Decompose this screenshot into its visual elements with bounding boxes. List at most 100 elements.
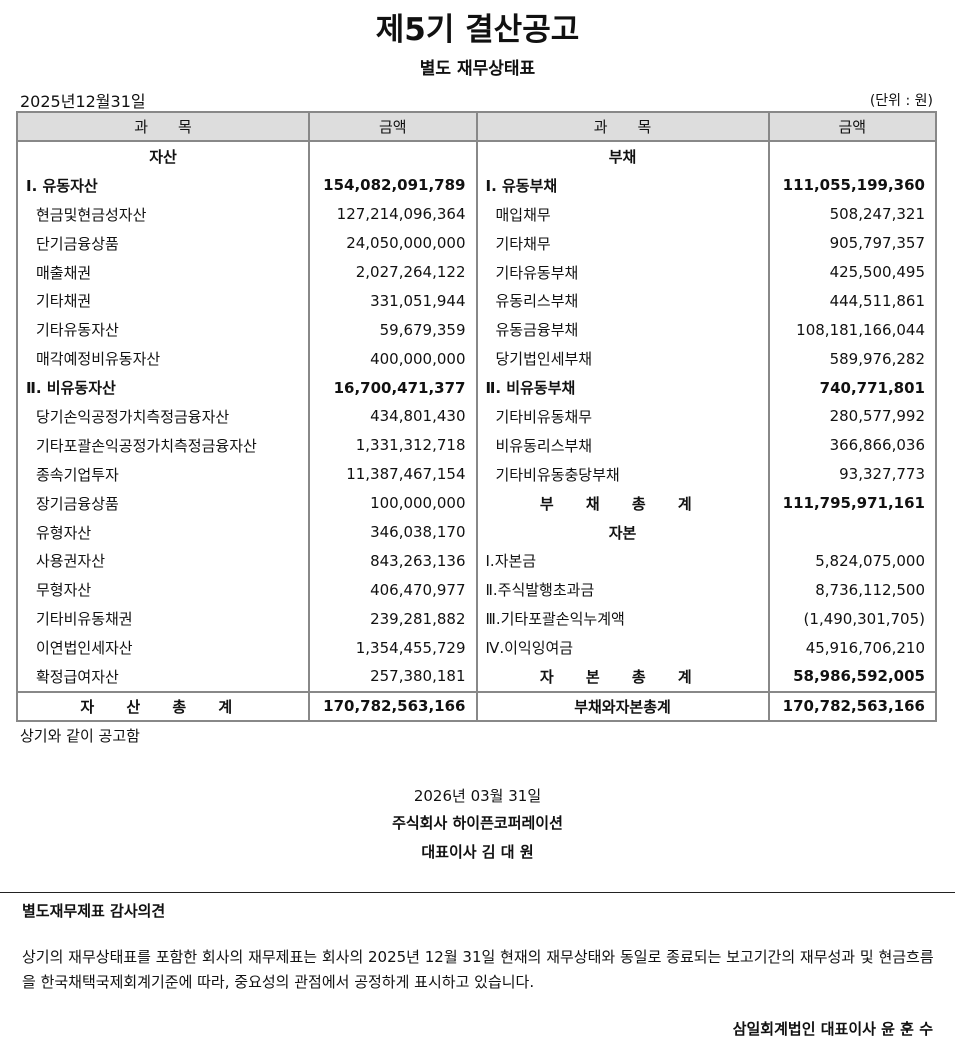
right-item-label: Ⅰ.자본금 — [475, 546, 770, 576]
right-item-amount: 905,797,357 — [767, 228, 937, 258]
right-item-label: Ⅱ.주식발행초과금 — [475, 575, 770, 605]
left-item-label: 유형자산 — [16, 517, 310, 547]
table-row: 유형자산 346,038,170 자본 — [16, 517, 937, 547]
table-row: 장기금융상품 100,000,000 부 채 총 계 111,795,971,161 — [16, 488, 937, 518]
left-item-label: 당기손익공정가치측정금융자산 — [16, 402, 310, 431]
table-row: 기타포괄손익공정가치측정금융자산 1,331,312,718 비유동리스부채 366,… — [16, 430, 937, 460]
left-item-label: Ⅱ. 비유동자산 — [16, 373, 310, 403]
table-row: 매각예정비유동자산 400,000,000 당기법인세부채 589,976,282 — [16, 344, 937, 374]
left-item-amount: 59,679,359 — [308, 315, 478, 345]
left-item-amount: 434,801,430 — [308, 402, 478, 431]
left-item-amount: 100,000,000 — [308, 488, 478, 518]
left-item-label: 이연법인세자산 — [16, 633, 310, 663]
table-row: 자산 부채 — [16, 141, 937, 171]
left-item-label: 장기금융상품 — [16, 488, 310, 518]
right-item-label: 기타유동부채 — [475, 257, 770, 287]
left-item-amount: 1,354,455,729 — [308, 633, 478, 663]
statement-date: 2025년12월31일 — [20, 92, 146, 111]
auditor-name: 삼일회계법인 대표이사 윤 훈 수 — [732, 1020, 933, 1038]
left-item-amount: 843,263,136 — [308, 546, 478, 576]
total-assets-amount: 170,782,563,166 — [308, 690, 478, 722]
right-item-amount — [767, 141, 937, 171]
left-item-amount: 257,380,181 — [308, 662, 478, 692]
right-item-amount: 45,916,706,210 — [767, 633, 937, 663]
right-item-amount: 5,824,075,000 — [767, 546, 937, 576]
divider — [0, 892, 955, 893]
table-row: 매출채권 2,027,264,122 기타유동부채 425,500,495 — [16, 257, 937, 287]
left-item-label: Ⅰ. 유동자산 — [16, 170, 310, 200]
left-item-label: 매출채권 — [16, 257, 310, 287]
right-item-label: 부 채 총 계 — [475, 488, 770, 518]
right-item-label: Ⅳ.이익잉여금 — [475, 633, 770, 663]
left-item-label: 단기금융상품 — [16, 228, 310, 258]
notice-text: 상기와 같이 공고함 — [20, 727, 140, 745]
left-item-label: 현금및현금성자산 — [16, 199, 310, 229]
left-item-label: 무형자산 — [16, 575, 310, 605]
right-item-amount: (1,490,301,705) — [767, 604, 937, 634]
subtitle: 별도 재무상태표 — [419, 59, 536, 79]
right-item-label: 비유동리스부채 — [475, 430, 770, 460]
left-item-amount — [308, 141, 478, 171]
table-row: 무형자산 406,470,977 Ⅱ.주식발행초과금 8,736,112,500 — [16, 575, 937, 605]
table-row: 기타비유동채권 239,281,882 Ⅲ.기타포괄손익누계액 (1,490,301,… — [16, 604, 937, 634]
right-item-label: 자 본 총 계 — [475, 662, 770, 692]
grand-total-row: 자 산 총 계 170,782,563,166 부채와자본총계 170,782,… — [16, 690, 937, 722]
right-item-label: 유동금융부채 — [475, 315, 770, 345]
left-item-amount: 24,050,000,000 — [308, 228, 478, 258]
ceo-name: 대표이사 김 대 원 — [421, 843, 534, 861]
table-row: 이연법인세자산 1,354,455,729 Ⅳ.이익잉여금 45,916,706,21… — [16, 633, 937, 663]
left-item-amount: 1,331,312,718 — [308, 430, 478, 460]
right-item-label: 기타채무 — [475, 228, 770, 258]
right-item-amount: 366,866,036 — [767, 430, 937, 460]
left-item-amount: 16,700,471,377 — [308, 373, 478, 403]
left-item-label: 기타유동자산 — [16, 315, 310, 345]
table-row: 기타유동자산 59,679,359 유동금융부채 108,181,166,044 — [16, 315, 937, 345]
header-item-left: 과 목 — [16, 111, 310, 142]
left-item-label: 사용권자산 — [16, 546, 310, 576]
table-row: 사용권자산 843,263,136 Ⅰ.자본금 5,824,075,000 — [16, 546, 937, 576]
right-item-amount: 508,247,321 — [767, 199, 937, 229]
right-item-label: 유동리스부채 — [475, 286, 770, 316]
left-item-label: 매각예정비유동자산 — [16, 344, 310, 374]
balance-sheet-table: 과 목 금액 과 목 금액 자산 부채 Ⅰ. 유동자산 154,082,091,789… — [16, 111, 937, 722]
right-item-amount: 108,181,166,044 — [767, 315, 937, 345]
header-amount-right: 금액 — [767, 111, 937, 142]
left-item-amount: 400,000,000 — [308, 344, 478, 374]
right-item-label: Ⅱ. 비유동부채 — [475, 373, 770, 403]
left-item-label: 기타채권 — [16, 286, 310, 316]
total-assets-label: 자 산 총 계 — [16, 690, 310, 722]
left-item-label: 기타포괄손익공정가치측정금융자산 — [16, 430, 310, 460]
header-item-right: 과 목 — [475, 111, 770, 142]
left-item-amount: 331,051,944 — [308, 286, 478, 316]
right-item-amount — [767, 517, 937, 547]
right-item-label: 부채 — [475, 141, 770, 171]
right-item-amount: 58,986,592,005 — [767, 662, 937, 692]
right-item-amount: 93,327,773 — [767, 459, 937, 489]
total-liab-equity-label: 부채와자본총계 — [475, 690, 770, 722]
header-amount-left: 금액 — [308, 111, 478, 142]
audit-opinion-title: 별도재무제표 감사의견 — [22, 902, 166, 920]
total-liab-equity-amount: 170,782,563,166 — [767, 690, 937, 722]
table-row: 현금및현금성자산 127,214,096,364 매입채무 508,247,321 — [16, 199, 937, 229]
publication-date: 2026년 03월 31일 — [413, 787, 542, 805]
right-item-label: 자본 — [475, 517, 770, 547]
left-item-amount: 239,281,882 — [308, 604, 478, 634]
left-item-label: 종속기업투자 — [16, 459, 310, 489]
right-item-amount: 740,771,801 — [767, 373, 937, 403]
right-item-amount: 111,795,971,161 — [767, 488, 937, 518]
right-item-label: 매입채무 — [475, 199, 770, 229]
right-item-amount: 280,577,992 — [767, 402, 937, 431]
right-item-amount: 444,511,861 — [767, 286, 937, 316]
table-header: 과 목 금액 과 목 금액 — [16, 111, 937, 142]
table-row: Ⅱ. 비유동자산 16,700,471,377 Ⅱ. 비유동부채 740,771,80… — [16, 373, 937, 403]
right-item-amount: 111,055,199,360 — [767, 170, 937, 200]
table-row: 종속기업투자 11,387,467,154 기타비유동충당부채 93,327,773 — [16, 459, 937, 489]
left-item-amount: 154,082,091,789 — [308, 170, 478, 200]
table-row: 기타채권 331,051,944 유동리스부채 444,511,861 — [16, 286, 937, 316]
table-row: 단기금융상품 24,050,000,000 기타채무 905,797,357 — [16, 228, 937, 258]
table-row: Ⅰ. 유동자산 154,082,091,789 Ⅰ. 유동부채 111,055,199… — [16, 170, 937, 200]
right-item-label: 당기법인세부채 — [475, 344, 770, 374]
right-item-amount: 425,500,495 — [767, 257, 937, 287]
company-name: 주식회사 하이픈코퍼레이션 — [392, 814, 563, 832]
right-item-label: 기타비유동충당부채 — [475, 459, 770, 489]
